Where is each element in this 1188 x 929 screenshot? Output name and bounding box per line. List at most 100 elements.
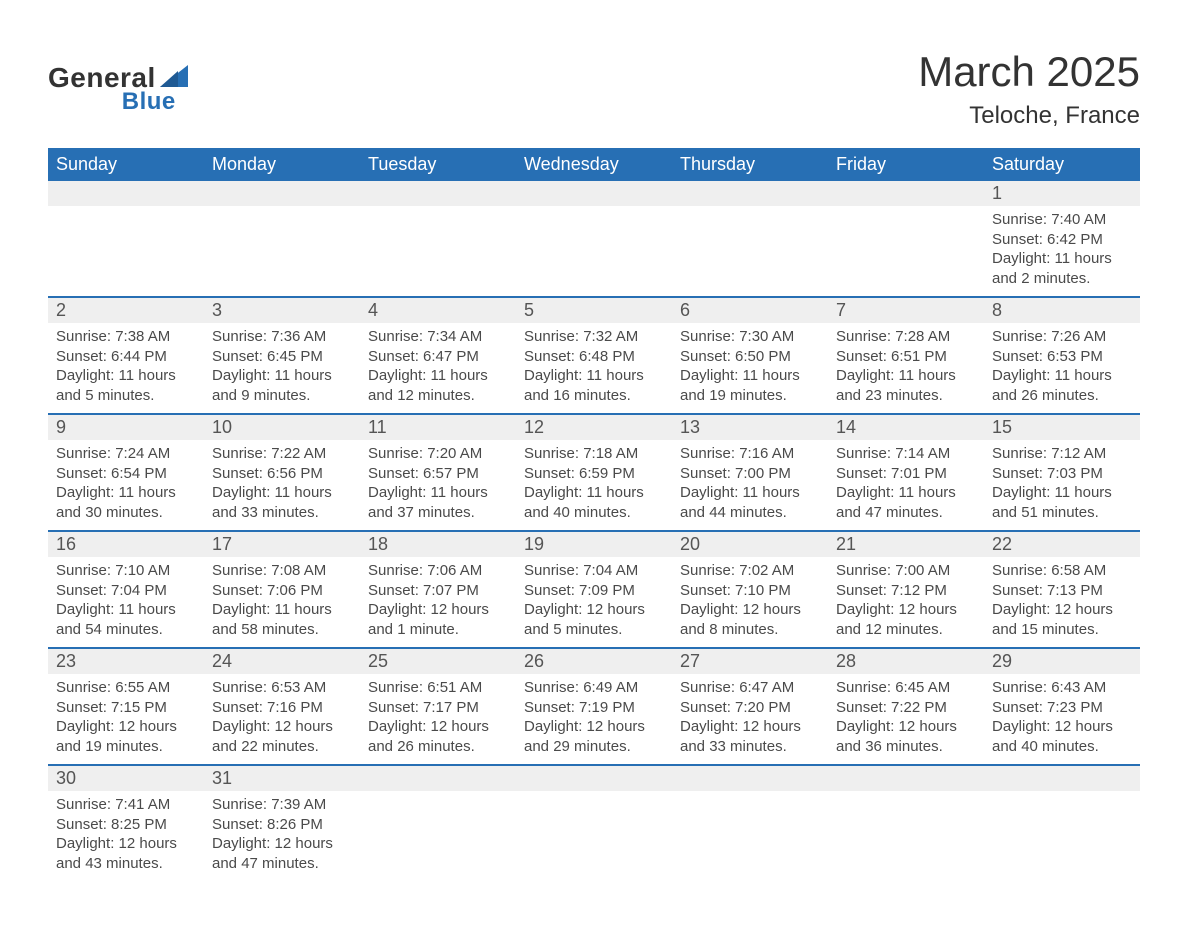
sunrise-line: Sunrise: 7:18 AM xyxy=(524,444,664,464)
weekday-header: Tuesday xyxy=(360,148,516,181)
day-data xyxy=(984,791,1140,871)
calendar-day-cell xyxy=(984,765,1140,881)
sunset-line: Sunset: 8:26 PM xyxy=(212,815,352,835)
day-number: 8 xyxy=(984,298,1140,323)
day-data: Sunrise: 7:18 AMSunset: 6:59 PMDaylight:… xyxy=(516,440,672,530)
sunrise-line: Sunrise: 7:08 AM xyxy=(212,561,352,581)
day-number xyxy=(828,181,984,206)
month-title: March 2025 xyxy=(918,48,1140,96)
day-number: 18 xyxy=(360,532,516,557)
calendar-day-cell: 8Sunrise: 7:26 AMSunset: 6:53 PMDaylight… xyxy=(984,297,1140,414)
day-number: 19 xyxy=(516,532,672,557)
calendar-day-cell xyxy=(516,765,672,881)
day-number: 17 xyxy=(204,532,360,557)
sunset-line: Sunset: 7:22 PM xyxy=(836,698,976,718)
daylight-line: Daylight: 11 hours and 16 minutes. xyxy=(524,366,664,405)
sunrise-line: Sunrise: 6:47 AM xyxy=(680,678,820,698)
sunrise-line: Sunrise: 7:41 AM xyxy=(56,795,196,815)
daylight-line: Daylight: 11 hours and 44 minutes. xyxy=(680,483,820,522)
day-data: Sunrise: 7:26 AMSunset: 6:53 PMDaylight:… xyxy=(984,323,1140,413)
daylight-line: Daylight: 11 hours and 33 minutes. xyxy=(212,483,352,522)
day-number: 30 xyxy=(48,766,204,791)
sunrise-line: Sunrise: 7:12 AM xyxy=(992,444,1132,464)
day-data: Sunrise: 7:14 AMSunset: 7:01 PMDaylight:… xyxy=(828,440,984,530)
calendar-day-cell: 21Sunrise: 7:00 AMSunset: 7:12 PMDayligh… xyxy=(828,531,984,648)
sunset-line: Sunset: 7:01 PM xyxy=(836,464,976,484)
sunrise-line: Sunrise: 7:30 AM xyxy=(680,327,820,347)
weekday-header: Saturday xyxy=(984,148,1140,181)
day-number xyxy=(828,766,984,791)
daylight-line: Daylight: 11 hours and 47 minutes. xyxy=(836,483,976,522)
calendar-day-cell: 22Sunrise: 6:58 AMSunset: 7:13 PMDayligh… xyxy=(984,531,1140,648)
page-header: General Blue March 2025 Teloche, France xyxy=(48,48,1140,130)
calendar-day-cell: 18Sunrise: 7:06 AMSunset: 7:07 PMDayligh… xyxy=(360,531,516,648)
daylight-line: Daylight: 12 hours and 47 minutes. xyxy=(212,834,352,873)
day-data: Sunrise: 6:47 AMSunset: 7:20 PMDaylight:… xyxy=(672,674,828,764)
daylight-line: Daylight: 12 hours and 22 minutes. xyxy=(212,717,352,756)
calendar-day-cell: 24Sunrise: 6:53 AMSunset: 7:16 PMDayligh… xyxy=(204,648,360,765)
logo-word-blue: Blue xyxy=(122,88,176,116)
day-data: Sunrise: 7:40 AMSunset: 6:42 PMDaylight:… xyxy=(984,206,1140,296)
sunset-line: Sunset: 7:12 PM xyxy=(836,581,976,601)
calendar-day-cell: 28Sunrise: 6:45 AMSunset: 7:22 PMDayligh… xyxy=(828,648,984,765)
calendar-week-row: 2Sunrise: 7:38 AMSunset: 6:44 PMDaylight… xyxy=(48,297,1140,414)
calendar-day-cell: 15Sunrise: 7:12 AMSunset: 7:03 PMDayligh… xyxy=(984,414,1140,531)
sunset-line: Sunset: 6:44 PM xyxy=(56,347,196,367)
day-data: Sunrise: 7:00 AMSunset: 7:12 PMDaylight:… xyxy=(828,557,984,647)
sunrise-line: Sunrise: 7:32 AM xyxy=(524,327,664,347)
calendar-week-row: 23Sunrise: 6:55 AMSunset: 7:15 PMDayligh… xyxy=(48,648,1140,765)
sunrise-line: Sunrise: 7:16 AM xyxy=(680,444,820,464)
daylight-line: Daylight: 11 hours and 40 minutes. xyxy=(524,483,664,522)
calendar-day-cell: 23Sunrise: 6:55 AMSunset: 7:15 PMDayligh… xyxy=(48,648,204,765)
sunset-line: Sunset: 7:13 PM xyxy=(992,581,1132,601)
sunset-line: Sunset: 6:50 PM xyxy=(680,347,820,367)
calendar-table: Sunday Monday Tuesday Wednesday Thursday… xyxy=(48,148,1140,881)
calendar-day-cell xyxy=(48,181,204,297)
sunrise-line: Sunrise: 6:53 AM xyxy=(212,678,352,698)
sunrise-line: Sunrise: 6:49 AM xyxy=(524,678,664,698)
day-number: 31 xyxy=(204,766,360,791)
sunrise-line: Sunrise: 6:55 AM xyxy=(56,678,196,698)
calendar-day-cell xyxy=(672,181,828,297)
calendar-day-cell: 17Sunrise: 7:08 AMSunset: 7:06 PMDayligh… xyxy=(204,531,360,648)
sunset-line: Sunset: 7:09 PM xyxy=(524,581,664,601)
sunrise-line: Sunrise: 7:04 AM xyxy=(524,561,664,581)
day-data: Sunrise: 7:02 AMSunset: 7:10 PMDaylight:… xyxy=(672,557,828,647)
sunrise-line: Sunrise: 6:43 AM xyxy=(992,678,1132,698)
weekday-header: Wednesday xyxy=(516,148,672,181)
sunset-line: Sunset: 7:16 PM xyxy=(212,698,352,718)
daylight-line: Daylight: 12 hours and 40 minutes. xyxy=(992,717,1132,756)
calendar-day-cell xyxy=(204,181,360,297)
sunset-line: Sunset: 6:45 PM xyxy=(212,347,352,367)
daylight-line: Daylight: 11 hours and 54 minutes. xyxy=(56,600,196,639)
day-number: 29 xyxy=(984,649,1140,674)
day-data: Sunrise: 6:53 AMSunset: 7:16 PMDaylight:… xyxy=(204,674,360,764)
sunset-line: Sunset: 6:42 PM xyxy=(992,230,1132,250)
day-data: Sunrise: 6:49 AMSunset: 7:19 PMDaylight:… xyxy=(516,674,672,764)
location-label: Teloche, France xyxy=(918,102,1140,130)
sunrise-line: Sunrise: 7:28 AM xyxy=(836,327,976,347)
day-data: Sunrise: 7:41 AMSunset: 8:25 PMDaylight:… xyxy=(48,791,204,881)
sunset-line: Sunset: 7:07 PM xyxy=(368,581,508,601)
daylight-line: Daylight: 12 hours and 36 minutes. xyxy=(836,717,976,756)
calendar-week-row: 1Sunrise: 7:40 AMSunset: 6:42 PMDaylight… xyxy=(48,181,1140,297)
sunset-line: Sunset: 7:20 PM xyxy=(680,698,820,718)
day-data: Sunrise: 7:20 AMSunset: 6:57 PMDaylight:… xyxy=(360,440,516,530)
calendar-day-cell: 16Sunrise: 7:10 AMSunset: 7:04 PMDayligh… xyxy=(48,531,204,648)
calendar-day-cell: 27Sunrise: 6:47 AMSunset: 7:20 PMDayligh… xyxy=(672,648,828,765)
sunset-line: Sunset: 6:53 PM xyxy=(992,347,1132,367)
daylight-line: Daylight: 11 hours and 9 minutes. xyxy=(212,366,352,405)
daylight-line: Daylight: 12 hours and 33 minutes. xyxy=(680,717,820,756)
calendar-day-cell: 30Sunrise: 7:41 AMSunset: 8:25 PMDayligh… xyxy=(48,765,204,881)
day-number: 15 xyxy=(984,415,1140,440)
calendar-day-cell: 29Sunrise: 6:43 AMSunset: 7:23 PMDayligh… xyxy=(984,648,1140,765)
day-data: Sunrise: 7:22 AMSunset: 6:56 PMDaylight:… xyxy=(204,440,360,530)
day-data: Sunrise: 7:32 AMSunset: 6:48 PMDaylight:… xyxy=(516,323,672,413)
day-number: 16 xyxy=(48,532,204,557)
daylight-line: Daylight: 12 hours and 26 minutes. xyxy=(368,717,508,756)
day-data: Sunrise: 7:06 AMSunset: 7:07 PMDaylight:… xyxy=(360,557,516,647)
day-data: Sunrise: 7:28 AMSunset: 6:51 PMDaylight:… xyxy=(828,323,984,413)
sunrise-line: Sunrise: 7:00 AM xyxy=(836,561,976,581)
weekday-header: Friday xyxy=(828,148,984,181)
day-number: 13 xyxy=(672,415,828,440)
